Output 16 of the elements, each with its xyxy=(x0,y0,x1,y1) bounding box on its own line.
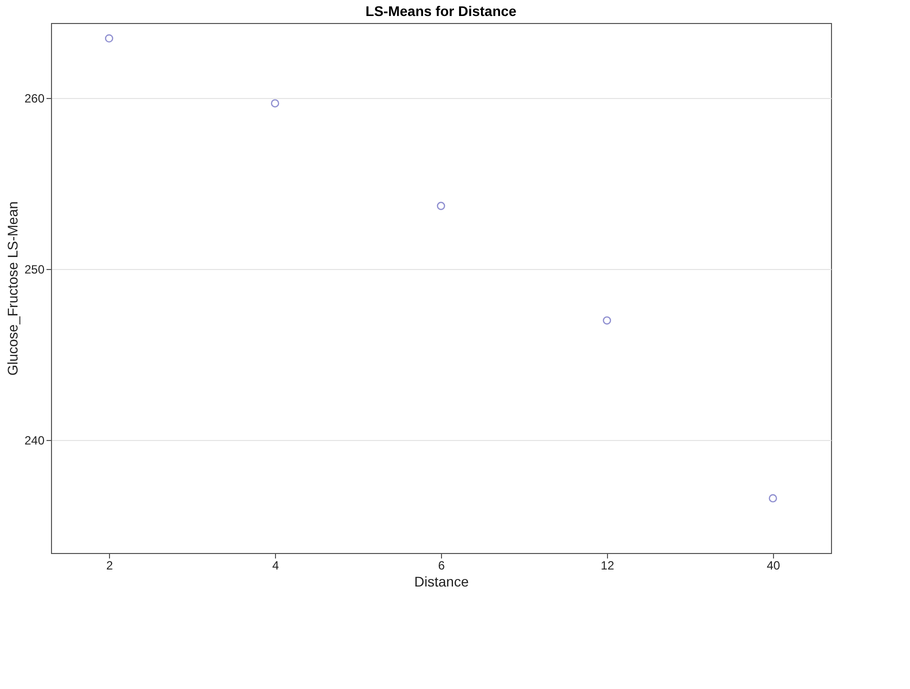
point xyxy=(104,34,114,43)
point xyxy=(270,99,280,108)
point xyxy=(436,202,446,210)
x-tick-label: 2 xyxy=(106,558,114,572)
x-tick-label: 4 xyxy=(272,558,280,572)
x-tick-label: 40 xyxy=(766,558,780,572)
x-tick-label: 12 xyxy=(600,558,614,572)
chart-title: LS-Means for Distance xyxy=(366,3,517,19)
x-axis-title: Distance xyxy=(414,574,469,590)
y-tick-label: 240 xyxy=(24,434,45,448)
point xyxy=(768,494,778,502)
y-tick-label: 250 xyxy=(24,262,45,277)
point xyxy=(602,316,612,325)
x-tick-label: 6 xyxy=(438,558,446,572)
y-axis-title: Glucose_Fructose LS-Mean xyxy=(4,201,20,376)
y-tick-label: 260 xyxy=(24,92,45,106)
